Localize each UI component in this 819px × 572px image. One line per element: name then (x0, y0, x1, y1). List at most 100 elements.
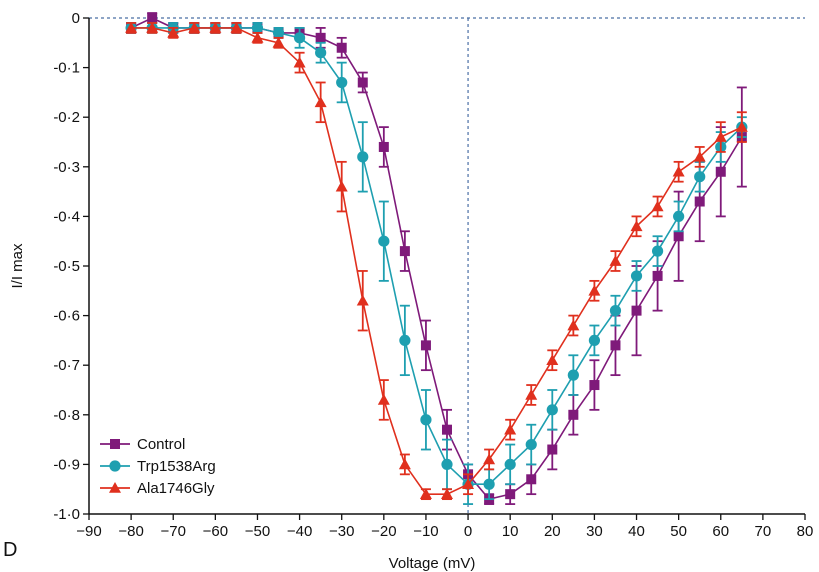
data-point (546, 354, 559, 366)
data-point (442, 424, 452, 435)
x-tick-label: −70 (161, 523, 186, 540)
data-point (693, 150, 706, 162)
x-tick-label: −90 (76, 523, 101, 540)
y-tick-label: -0·1 (53, 60, 80, 77)
data-point (504, 458, 516, 470)
data-point (314, 96, 327, 108)
data-point (357, 151, 369, 163)
y-tick-label: -0·7 (53, 357, 80, 374)
x-tick-label: 70 (755, 523, 772, 540)
data-point (335, 180, 348, 192)
data-point (567, 319, 580, 331)
data-point (188, 21, 201, 33)
x-axis-label: Voltage (mV) (389, 555, 476, 572)
x-tick-label: −30 (329, 523, 354, 540)
series-line (131, 27, 743, 496)
data-point (630, 220, 643, 232)
data-point (568, 409, 579, 420)
x-tick-label: −60 (203, 523, 228, 540)
data-point (399, 246, 410, 257)
data-point (315, 32, 326, 43)
data-point (420, 340, 431, 351)
x-tick-label: −80 (118, 523, 143, 540)
data-point (147, 13, 158, 23)
data-point (588, 334, 601, 346)
data-point (673, 231, 684, 242)
data-point (504, 423, 517, 435)
data-point (673, 210, 685, 222)
data-point (272, 27, 285, 39)
data-point (672, 165, 685, 177)
panel-label: D (3, 539, 17, 561)
data-point (694, 171, 706, 183)
y-tick-label: -0·6 (53, 308, 80, 325)
data-point (735, 121, 748, 132)
data-point (651, 245, 664, 257)
y-axis-ticks: 0 -0·1 -0·2 -0·3 -0·4 -0·5 -0·6 -0·7 -0·8 -0·9 -1·… (53, 10, 89, 523)
data-point (547, 444, 558, 455)
y-tick-label: -0·3 (53, 159, 80, 176)
data-point (272, 36, 285, 48)
data-point (462, 478, 475, 490)
data-point (336, 76, 348, 89)
x-tick-label: 10 (502, 523, 519, 540)
legend-marker (109, 482, 121, 493)
data-point (441, 458, 453, 470)
data-point (420, 414, 432, 426)
legend: Control Trp1538Arg Ala1746Gly (100, 436, 216, 497)
x-tick-label: 80 (797, 523, 814, 540)
data-point (230, 21, 243, 33)
x-tick-label: −10 (413, 523, 438, 540)
data-point (293, 32, 306, 44)
data-point (293, 56, 306, 68)
data-point (546, 404, 558, 416)
data-point (610, 340, 621, 351)
series-trp1538arg (125, 22, 748, 505)
data-point (377, 393, 390, 405)
legend-label: Control (137, 436, 185, 453)
data-point (631, 305, 642, 316)
x-tick-label: 50 (670, 523, 687, 540)
data-point (146, 21, 159, 33)
data-point (526, 474, 537, 485)
series-layer (125, 12, 748, 505)
x-tick-label: −50 (245, 523, 270, 540)
y-tick-label: 0 (72, 10, 80, 27)
legend-label: Trp1538Arg (137, 458, 216, 475)
data-point (609, 255, 622, 266)
legend-marker (109, 460, 121, 472)
y-tick-label: -0·5 (53, 258, 80, 275)
data-point (483, 478, 495, 490)
series-control (126, 12, 747, 505)
data-point (694, 196, 705, 207)
x-tick-label: 40 (628, 523, 645, 540)
y-axis-label: I/I max (9, 243, 26, 289)
x-tick-label: 60 (712, 523, 729, 540)
data-point (651, 200, 664, 212)
data-point (589, 380, 600, 391)
data-point (209, 21, 222, 33)
data-point (315, 47, 327, 59)
x-tick-label: 0 (464, 523, 472, 540)
series-ala1746gly (125, 21, 748, 501)
data-point (588, 284, 601, 296)
data-point (525, 388, 538, 400)
series-line (130, 17, 743, 500)
data-point (251, 31, 264, 43)
data-point (336, 42, 347, 53)
data-point (378, 141, 389, 152)
data-point (399, 334, 411, 346)
data-point (167, 26, 180, 38)
y-tick-label: -0·8 (53, 407, 80, 424)
legend-marker (110, 439, 120, 449)
x-axis-ticks: −90 −80 −70 −60 −50 −40 −30 −20 −10 0 10 20 30 40 50 60… (76, 514, 813, 540)
data-point (398, 458, 411, 470)
data-point (715, 166, 726, 177)
x-tick-label: 20 (544, 523, 561, 540)
y-tick-label: -0·2 (53, 109, 80, 126)
x-tick-label: −40 (287, 523, 312, 540)
data-point (356, 294, 369, 306)
data-point (505, 489, 516, 500)
y-tick-label: -1·0 (53, 506, 80, 523)
